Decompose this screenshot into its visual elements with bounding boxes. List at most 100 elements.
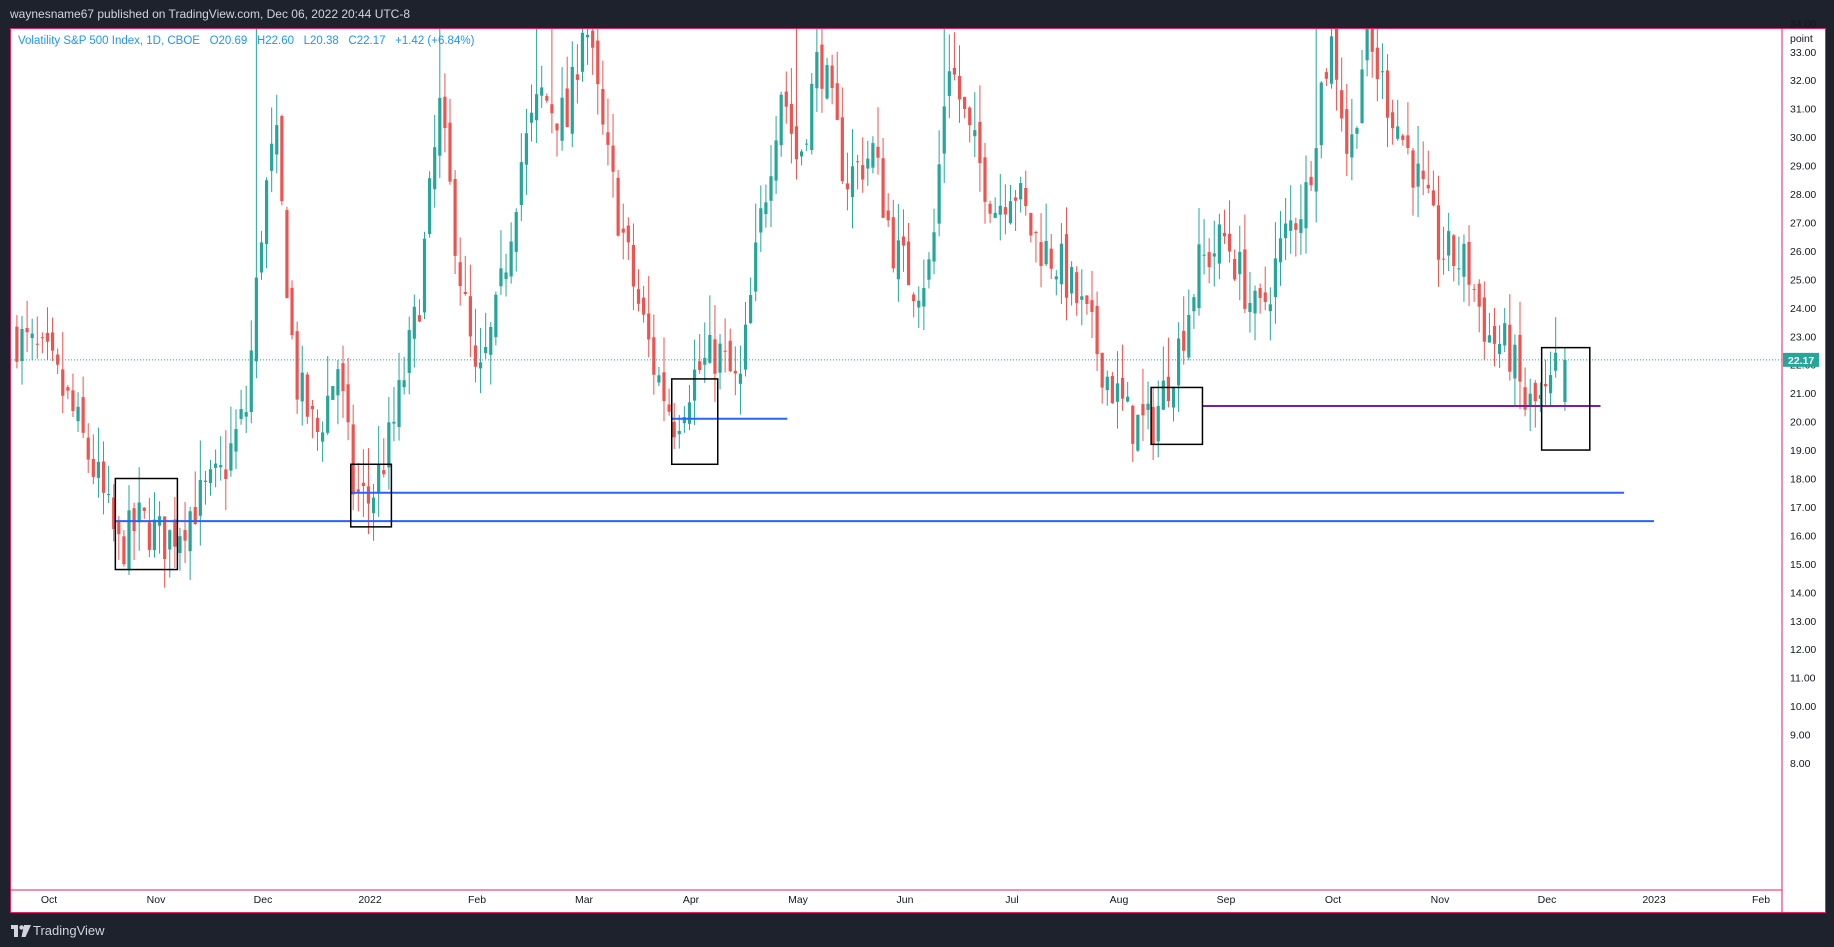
candle-down xyxy=(1543,383,1548,387)
candle-down xyxy=(417,315,422,322)
x-tick-label: 2023 xyxy=(1642,894,1666,906)
candle-up xyxy=(275,125,279,155)
candle-up xyxy=(529,112,534,123)
candle-down xyxy=(290,287,294,336)
last-price-tag xyxy=(1783,352,1819,367)
candle-down xyxy=(341,363,345,392)
candle-down xyxy=(856,161,860,163)
candle-up xyxy=(866,158,870,169)
candle-down xyxy=(906,241,911,286)
candle-down xyxy=(101,461,106,493)
candle-up xyxy=(677,431,681,435)
candle-up xyxy=(922,288,926,307)
candle-down xyxy=(361,482,365,487)
candle-up xyxy=(1554,352,1558,371)
legend-symbol: Volatility S&P 500 Index, 1D, CBOE xyxy=(18,35,200,47)
y-tick-label: 19.00 xyxy=(1790,445,1816,457)
candle-down xyxy=(1013,197,1018,201)
candle-down xyxy=(830,65,834,88)
candle-down xyxy=(473,345,478,367)
candle-up xyxy=(1070,267,1074,294)
x-tick-label: Mar xyxy=(575,894,594,906)
candle-down xyxy=(545,96,549,101)
candle-up xyxy=(1416,163,1420,187)
candle-down xyxy=(142,507,146,512)
candle-up xyxy=(942,106,946,154)
publish-header: waynesname67 published on TradingView.co… xyxy=(0,0,1834,28)
candle-down xyxy=(163,516,167,560)
candle-down xyxy=(1258,288,1262,298)
candle-up xyxy=(407,330,411,373)
candle-up xyxy=(1299,219,1303,233)
symbol-legend: Volatility S&P 500 Index, 1D, CBOE O20.6… xyxy=(18,35,474,47)
candle-up xyxy=(1487,335,1492,343)
candle-up xyxy=(1268,304,1272,312)
candle-up xyxy=(1171,388,1176,408)
candle-up xyxy=(1187,314,1191,358)
candle-down xyxy=(81,397,85,433)
candle-down xyxy=(1523,387,1527,410)
candle-down xyxy=(963,96,967,109)
candle-down xyxy=(15,326,19,362)
candle-down xyxy=(366,486,371,504)
candle-up xyxy=(489,327,493,355)
x-tick-label: Nov xyxy=(147,894,166,906)
y-tick-label: 30.00 xyxy=(1790,132,1816,144)
candle-up xyxy=(759,208,763,233)
candle-down xyxy=(463,291,467,295)
footer-bar: TradingView xyxy=(0,913,1834,947)
candle-down xyxy=(1227,233,1232,252)
candle-down xyxy=(891,217,895,269)
y-tick-label: 33.00 xyxy=(1790,47,1816,59)
candle-down xyxy=(25,328,29,333)
y-tick-label: 11.00 xyxy=(1790,673,1816,685)
candle-up xyxy=(1192,297,1196,312)
y-tick-label: 21.00 xyxy=(1790,388,1816,400)
candle-up xyxy=(259,242,264,273)
chart-frame[interactable] xyxy=(10,28,1826,913)
candle-down xyxy=(652,337,656,375)
candle-up xyxy=(422,238,427,313)
candle-up xyxy=(270,143,274,171)
candle-down xyxy=(1207,252,1211,268)
candle-down xyxy=(1100,352,1104,388)
candle-up xyxy=(300,372,304,402)
candle-down xyxy=(1243,249,1247,309)
candle-down xyxy=(1003,207,1007,215)
candle-down xyxy=(662,372,666,402)
candle-up xyxy=(743,324,748,370)
candle-down xyxy=(443,96,447,129)
candle-up xyxy=(168,530,172,550)
tradingview-brand: TradingView xyxy=(33,923,105,938)
candle-up xyxy=(397,380,401,428)
candle-up xyxy=(815,51,819,89)
candle-up xyxy=(769,176,773,201)
candle-down xyxy=(35,343,39,345)
candle-up xyxy=(1329,36,1334,84)
candle-down xyxy=(1472,288,1476,290)
candle-down xyxy=(193,506,197,524)
candle-up xyxy=(1217,224,1221,264)
candle-down xyxy=(61,369,65,396)
candle-down xyxy=(912,294,916,302)
candle-down xyxy=(723,350,727,352)
candle-down xyxy=(1309,176,1313,186)
candle-up xyxy=(580,32,585,72)
candle-up xyxy=(30,333,34,339)
y-tick-label: 17.00 xyxy=(1790,502,1816,514)
candle-up xyxy=(973,130,977,137)
highlight-box xyxy=(670,378,719,466)
candle-up xyxy=(1365,29,1369,61)
candles-group xyxy=(15,29,1567,588)
y-tick-label: 29.00 xyxy=(1790,161,1816,173)
candle-down xyxy=(45,332,50,342)
candle-up xyxy=(1314,148,1318,192)
candle-up xyxy=(234,429,238,452)
candle-up xyxy=(927,259,931,280)
y-tick-label: 34.00 xyxy=(1790,18,1816,30)
x-tick-label: Oct xyxy=(41,894,57,906)
candle-up xyxy=(1161,380,1165,410)
x-tick-label: Sep xyxy=(1217,894,1236,906)
candle-up xyxy=(692,369,697,401)
